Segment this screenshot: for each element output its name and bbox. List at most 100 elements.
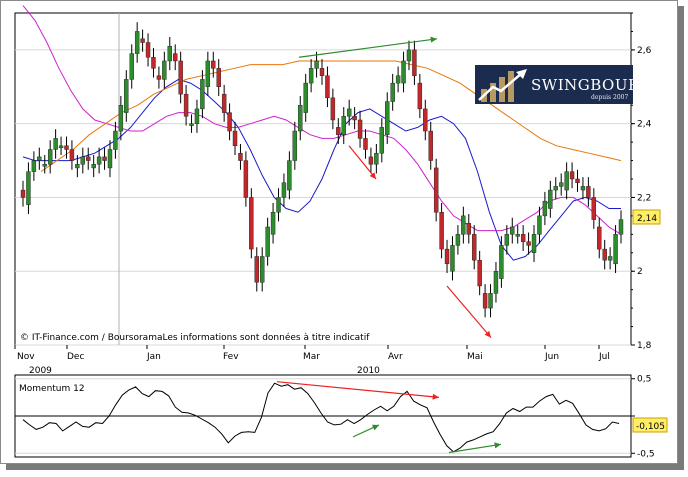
- main-y-ticks: 1,8 2 2,2 2,4 2,6: [631, 12, 652, 351]
- candle-body: [156, 75, 162, 80]
- candle-body: [265, 226, 270, 257]
- main-y-tick-label: 2,4: [637, 120, 652, 130]
- candle-body: [575, 178, 580, 183]
- candles: [20, 22, 624, 318]
- candle-body: [205, 60, 211, 87]
- last-price-badge: [632, 209, 661, 225]
- trend-arrow-head: [369, 172, 376, 179]
- candle-body: [292, 130, 298, 161]
- candle-body: [281, 182, 287, 198]
- candle-body: [200, 79, 205, 110]
- candle-body: [20, 189, 26, 198]
- candle-body: [433, 167, 439, 213]
- x-year-2009: 2009: [29, 366, 52, 376]
- trend-arrow-line: [446, 285, 492, 339]
- x-tick-avr: Avr: [388, 352, 403, 362]
- candle-body: [75, 164, 80, 169]
- momentum-last-label: -0,105: [636, 422, 665, 432]
- momentum-polyline: [22, 382, 620, 453]
- x-tick-nov: Nov: [17, 352, 35, 362]
- chart-frame: 1,8 2 2,2 2,4 2,6 SWINGBOURSE depuis 2007 © …: [0, 0, 678, 464]
- candle-body: [553, 186, 558, 191]
- candle-body: [618, 219, 624, 235]
- logo-bar-4: [508, 71, 514, 102]
- candle-body: [352, 116, 357, 121]
- candle-body: [412, 49, 417, 76]
- candle-body: [493, 271, 499, 294]
- candle-body: [58, 145, 64, 149]
- candle-body: [461, 215, 466, 235]
- candle-body: [37, 156, 42, 161]
- candle-body: [537, 215, 542, 235]
- candle-body: [86, 156, 91, 161]
- x-tick-marks: [14, 345, 600, 349]
- candle-body: [455, 234, 461, 246]
- candle-body: [488, 293, 493, 309]
- momentum-title: Momentum 12: [19, 384, 85, 394]
- logo-bar-2: [490, 83, 496, 102]
- candle-body: [308, 68, 314, 84]
- candle-body: [586, 186, 591, 198]
- candle-body: [31, 160, 37, 172]
- candle-body: [64, 145, 69, 150]
- candle-body: [325, 75, 330, 99]
- candle-body: [303, 82, 308, 113]
- main-y-tick-label: 2: [637, 267, 643, 277]
- candle-body: [216, 68, 221, 87]
- main-grid: [15, 13, 631, 457]
- candle-body: [515, 234, 520, 237]
- candle-body: [510, 226, 515, 235]
- candle-body: [330, 97, 336, 121]
- candle-body: [189, 123, 194, 126]
- candle-body: [260, 256, 265, 283]
- candle-body: [444, 248, 450, 265]
- x-axis-labels: Nov Dec Jan Fev Mar Avr Mai Jun Jul 2009…: [17, 352, 610, 376]
- candle-body: [69, 149, 75, 161]
- main-y-tick-label: 2,2: [637, 193, 651, 203]
- candle-body: [591, 197, 597, 220]
- candle-body: [151, 57, 156, 69]
- candle-body: [520, 234, 526, 242]
- candle-body: [107, 149, 113, 169]
- candle-body: [270, 211, 276, 235]
- momentum-y-tick-label: 0,5: [637, 375, 651, 385]
- candle-body: [113, 130, 118, 150]
- candle-body: [526, 241, 531, 246]
- candle-body: [401, 60, 406, 84]
- main-plot-area: [14, 12, 632, 346]
- candle-body: [417, 82, 423, 110]
- trend-arrow-line: [448, 443, 502, 454]
- candle-body: [287, 160, 292, 191]
- last-price-label: 2,14: [637, 214, 657, 224]
- x-tick-jun: Jun: [544, 352, 559, 362]
- candle-body: [194, 108, 200, 124]
- candle-body: [227, 112, 232, 132]
- candle-body: [395, 75, 401, 84]
- candle-body: [439, 211, 444, 250]
- candle-body: [47, 149, 53, 165]
- candle-body: [336, 127, 341, 135]
- main-trend-arrows: [298, 36, 492, 339]
- candle-body: [564, 171, 569, 191]
- candle-body: [406, 49, 412, 62]
- momentum-trend-arrows: [276, 381, 502, 454]
- candle-body: [167, 46, 172, 62]
- candle-body: [607, 256, 613, 261]
- momentum-last-badge: [632, 417, 668, 433]
- x-tick-dec: Dec: [67, 352, 84, 362]
- candle-body: [597, 226, 602, 250]
- candle-body: [472, 234, 477, 261]
- candle-body: [357, 119, 363, 139]
- x-tick-fev: Fev: [223, 352, 239, 362]
- candle-body: [379, 127, 384, 154]
- candle-body: [298, 105, 303, 132]
- logo-tagline: depuis 2007: [591, 94, 628, 101]
- moving-average-line: [40, 60, 622, 173]
- candle-body: [559, 182, 564, 187]
- candle-body: [450, 245, 455, 272]
- candle-body: [390, 82, 395, 102]
- trend-arrow-head: [372, 424, 379, 431]
- swingbourse-logo: SWINGBOURSE depuis 2007: [475, 65, 662, 104]
- trend-arrow-head: [432, 393, 439, 400]
